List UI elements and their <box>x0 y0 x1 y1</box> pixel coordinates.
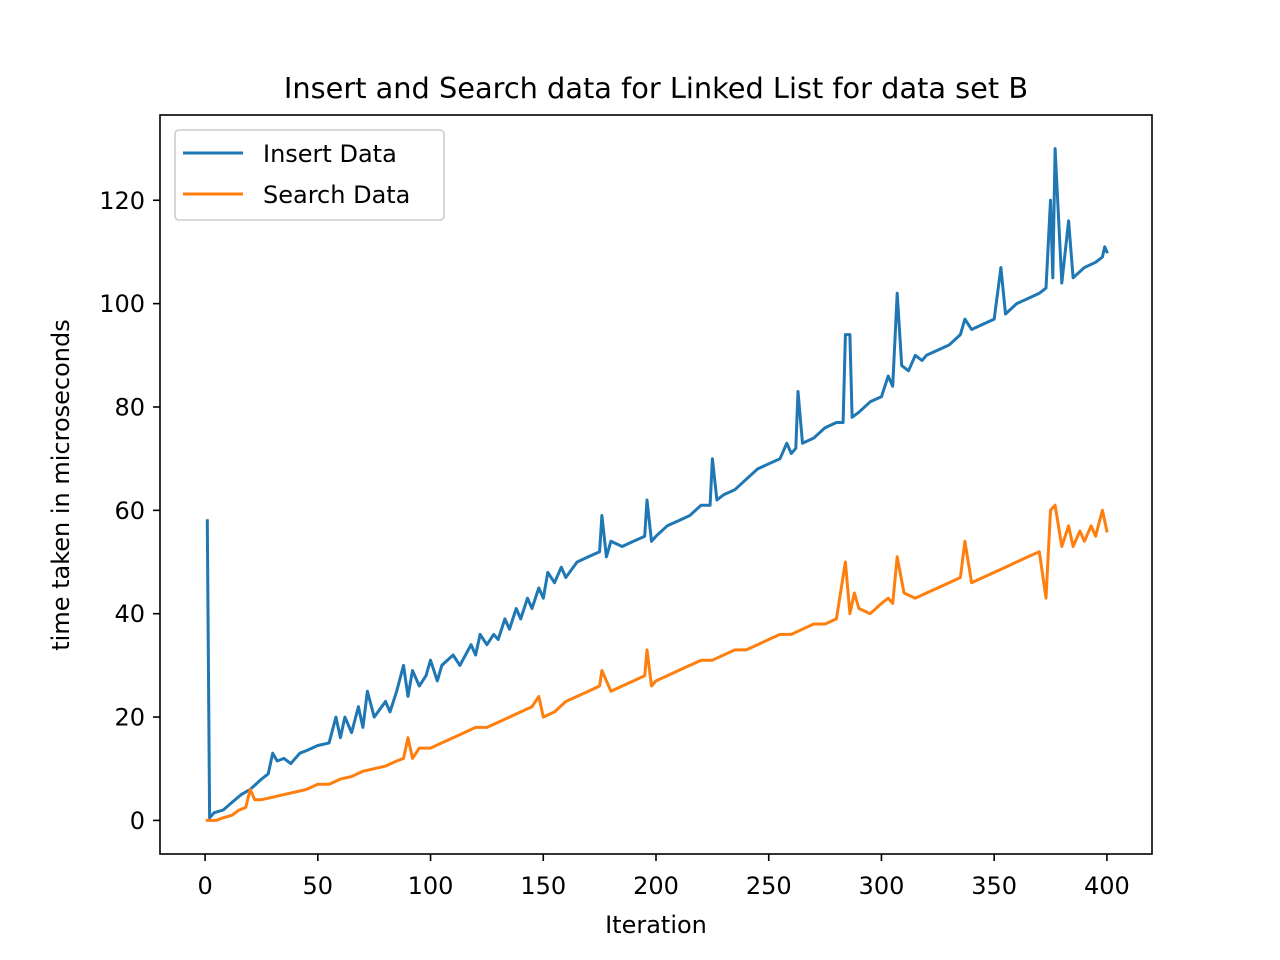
x-tick-label: 150 <box>520 872 566 900</box>
x-axis: 0 50 100 150 200 250 300 350 400 <box>197 854 1130 900</box>
series-line-2 <box>205 503 1109 822</box>
chart-title: Insert and Search data for Linked List f… <box>284 71 1028 105</box>
y-tick-label: 40 <box>114 600 145 628</box>
y-axis: 0 20 40 60 80 100 120 <box>99 187 160 835</box>
y-tick-label: 20 <box>114 704 145 732</box>
legend-label-1: Insert Data <box>263 140 397 168</box>
x-tick-label: 250 <box>746 872 792 900</box>
legend: Insert Data Search Data <box>174 129 445 221</box>
x-tick-label: 0 <box>197 872 212 900</box>
x-tick-label: 300 <box>859 872 905 900</box>
x-tick-label: 200 <box>633 872 679 900</box>
x-tick-label: 50 <box>303 872 334 900</box>
y-tick-label: 80 <box>114 393 145 421</box>
y-tick-label: 120 <box>99 187 145 215</box>
legend-label-2: Search Data <box>263 181 410 209</box>
series-line-1 <box>205 147 1109 820</box>
y-tick-label: 60 <box>114 497 145 525</box>
x-axis-label: Iteration <box>605 911 707 939</box>
x-tick-label: 400 <box>1084 872 1130 900</box>
x-tick-label: 350 <box>971 872 1017 900</box>
y-tick-label: 0 <box>130 807 145 835</box>
y-tick-label: 100 <box>99 290 145 318</box>
y-axis-label: time taken in microseconds <box>47 319 75 651</box>
x-tick-label: 100 <box>408 872 454 900</box>
